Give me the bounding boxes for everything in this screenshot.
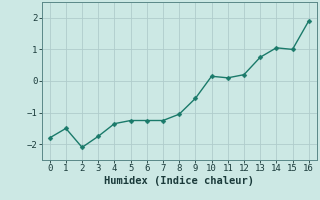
X-axis label: Humidex (Indice chaleur): Humidex (Indice chaleur) bbox=[104, 176, 254, 186]
